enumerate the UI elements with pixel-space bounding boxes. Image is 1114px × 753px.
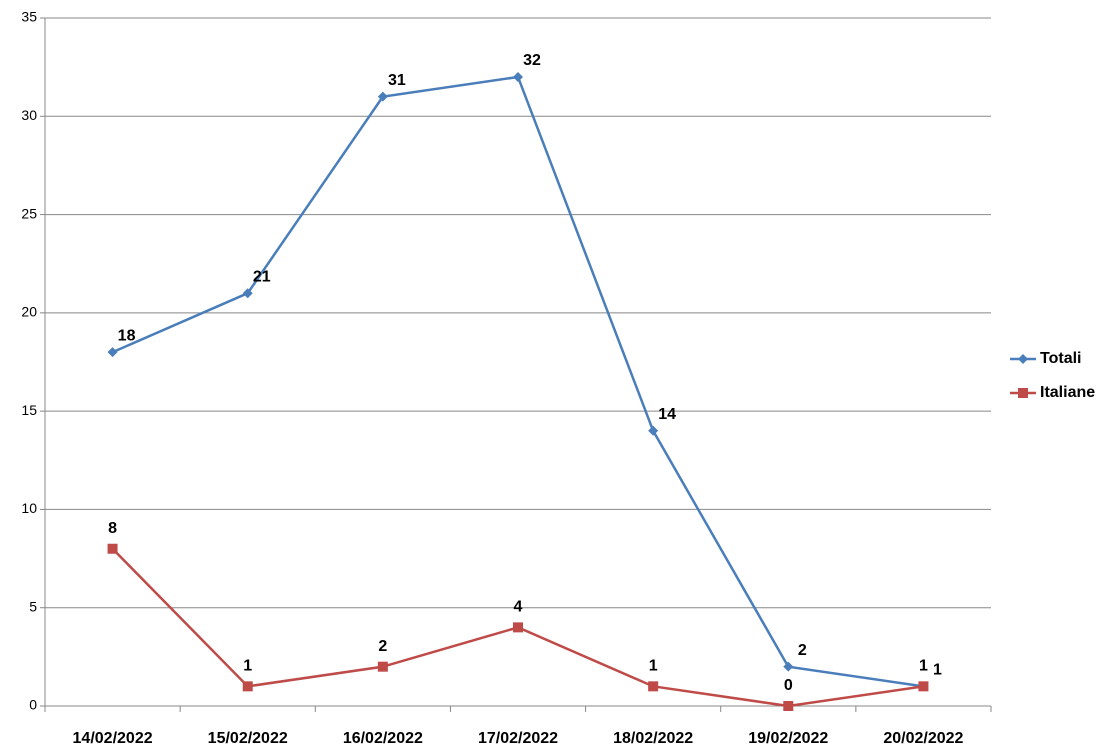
data-label: 8	[108, 520, 117, 537]
x-tick-label: 19/02/2022	[748, 730, 828, 747]
data-label: 21	[253, 268, 271, 285]
data-label: 1	[649, 658, 658, 675]
x-tick-label: 15/02/2022	[208, 730, 288, 747]
x-tick-label: 14/02/2022	[73, 730, 153, 747]
marker	[377, 91, 388, 102]
legend-marker	[1018, 388, 1028, 398]
y-tick-label: 5	[29, 598, 37, 614]
data-label: 2	[798, 642, 807, 659]
data-label: 2	[378, 638, 387, 655]
x-tick-label: 20/02/2022	[883, 730, 963, 747]
marker	[107, 347, 118, 358]
x-tick-label: 17/02/2022	[478, 730, 558, 747]
data-label: 1	[933, 662, 942, 679]
marker	[107, 543, 118, 554]
data-label: 0	[784, 677, 793, 694]
y-tick-label: 30	[21, 107, 37, 123]
legend-label: Totali	[1040, 350, 1081, 367]
data-label: 18	[118, 327, 136, 344]
marker	[918, 681, 929, 692]
marker	[783, 661, 794, 672]
data-label: 1	[919, 658, 928, 675]
data-label: 32	[523, 52, 541, 69]
marker	[783, 701, 794, 711]
data-label: 14	[658, 406, 676, 423]
marker	[242, 288, 253, 299]
y-tick-label: 15	[21, 402, 37, 418]
y-tick-label: 10	[21, 500, 37, 516]
y-tick-label: 0	[29, 697, 37, 713]
y-tick-label: 35	[21, 9, 37, 25]
x-tick-label: 16/02/2022	[343, 730, 423, 747]
series-line	[112, 75, 924, 688]
marker	[242, 681, 253, 692]
marker	[377, 661, 388, 672]
marker	[513, 622, 523, 633]
legend-marker	[1018, 354, 1028, 364]
data-label: 4	[514, 599, 523, 616]
data-label: 1	[243, 658, 252, 675]
x-tick-label: 18/02/2022	[613, 730, 693, 747]
data-label: 31	[388, 72, 406, 89]
marker	[513, 71, 523, 82]
y-tick-label: 20	[21, 304, 37, 320]
marker	[648, 681, 659, 692]
y-tick-label: 25	[21, 205, 37, 221]
legend-label: Italiane	[1040, 384, 1095, 401]
marker	[648, 425, 659, 436]
